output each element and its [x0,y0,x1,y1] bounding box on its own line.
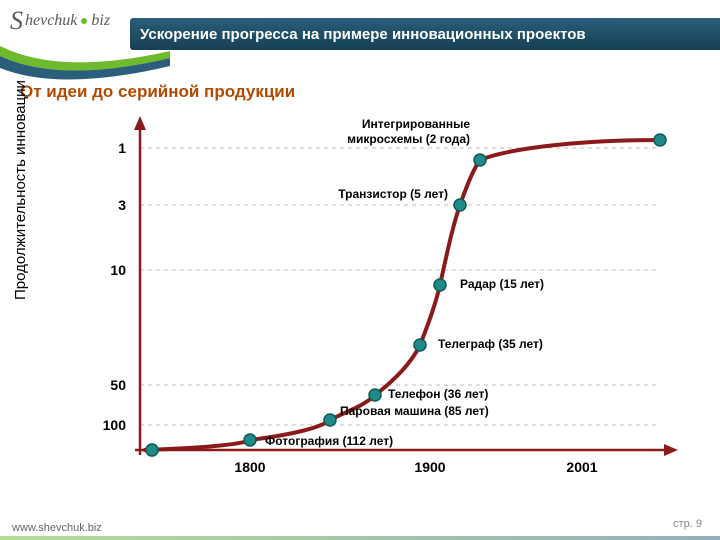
svg-text:3: 3 [118,197,126,213]
chart-svg: 1 3 10 50 100 1800 1900 2001 Фотография (112 лет… [40,110,680,495]
svg-text:Интегрированные: Интегрированные [362,117,470,131]
svg-text:1900: 1900 [414,459,445,475]
logo: S hevchuk biz [10,6,110,36]
y-axis-label: Продолжительность инновации [12,80,29,300]
footer-stripe [0,536,720,540]
innovation-chart: Продолжительность инновации 131050100180… [40,110,680,495]
svg-text:Радар (15 лет): Радар (15 лет) [460,277,544,291]
page-title: Ускорение прогресса на примере инновацио… [140,26,586,43]
footer-url: www.shevchuk.biz [12,522,102,534]
svg-text:микросхемы (2 года): микросхемы (2 года) [347,132,470,146]
subtitle: От идеи до серийной продукции [20,82,295,102]
svg-text:Паровая машина (85 лет): Паровая машина (85 лет) [340,404,489,418]
svg-text:Телефон (36 лет): Телефон (36 лет) [388,387,488,401]
logo-dot [81,18,87,24]
header-bar: Ускорение прогресса на примере инновацио… [130,18,720,50]
logo-text: hevchuk [25,12,77,30]
logo-mark: S [10,6,23,36]
svg-text:Фотография (112 лет): Фотография (112 лет) [265,434,393,448]
footer-page: стр. 9 [673,518,702,530]
svg-text:50: 50 [110,377,126,393]
svg-text:Телеграф (35 лет): Телеграф (35 лет) [438,337,543,351]
svg-text:100: 100 [103,417,127,433]
svg-text:Транзистор (5 лет): Транзистор (5 лет) [338,187,448,201]
svg-text:2001: 2001 [566,459,597,475]
svg-text:10: 10 [110,262,126,278]
svg-text:1: 1 [118,140,126,156]
logo-suffix: biz [91,12,110,30]
svg-text:1800: 1800 [234,459,265,475]
